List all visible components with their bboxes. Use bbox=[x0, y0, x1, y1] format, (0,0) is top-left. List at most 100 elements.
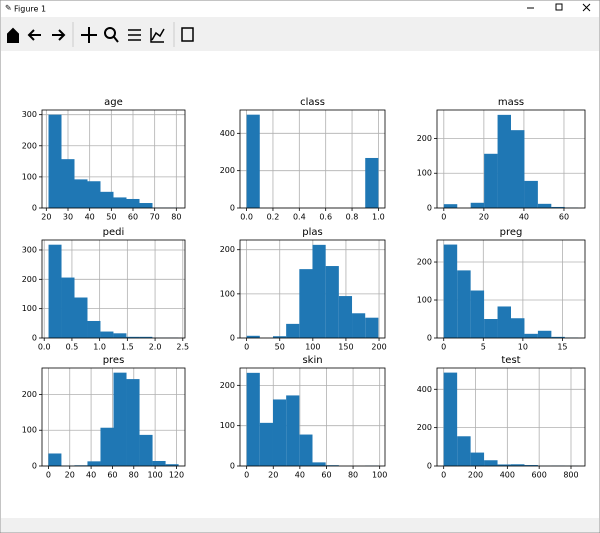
x-tick-label: 0.2 bbox=[267, 213, 280, 222]
configure-button[interactable] bbox=[128, 29, 141, 41]
x-tick-label: 0.0 bbox=[38, 343, 51, 352]
x-tick-label: 70 bbox=[150, 213, 160, 222]
axes-frame bbox=[436, 109, 586, 209]
x-tick-label: 80 bbox=[129, 471, 139, 480]
x-tick-label: 0.8 bbox=[346, 213, 359, 222]
bar bbox=[139, 203, 153, 208]
bar bbox=[312, 244, 326, 338]
axes-frame bbox=[436, 367, 586, 467]
save-button[interactable] bbox=[181, 27, 194, 42]
bar bbox=[511, 130, 525, 208]
chart-title: mass bbox=[498, 97, 524, 108]
bar bbox=[259, 422, 273, 466]
bar bbox=[113, 333, 127, 338]
bar bbox=[113, 372, 127, 466]
x-tick-label: 120 bbox=[169, 471, 184, 480]
y-tick-label: 0 bbox=[32, 204, 37, 213]
zoom-button[interactable] bbox=[104, 27, 116, 39]
bar bbox=[470, 290, 485, 338]
axes-frame bbox=[41, 367, 186, 467]
bar bbox=[139, 434, 153, 466]
y-tick-label: 400 bbox=[417, 385, 432, 394]
chart-title: age bbox=[104, 97, 123, 108]
bar bbox=[443, 244, 458, 338]
x-tick-label: 0 bbox=[244, 471, 249, 480]
y-tick-label: 200 bbox=[220, 245, 235, 254]
close[interactable] bbox=[582, 3, 591, 12]
x-tick-label: 80 bbox=[171, 213, 181, 222]
pan-button[interactable] bbox=[81, 27, 97, 43]
app-icon: ✎ bbox=[5, 4, 12, 13]
x-tick-label: 10 bbox=[518, 343, 528, 352]
maximize[interactable] bbox=[555, 3, 563, 11]
chart-title: pedi bbox=[103, 227, 125, 238]
bar bbox=[87, 461, 101, 466]
chart-title: class bbox=[300, 97, 325, 108]
y-tick-label: 400 bbox=[220, 129, 235, 138]
x-tick-label: 60 bbox=[321, 471, 331, 480]
x-tick-label: 0 bbox=[441, 471, 446, 480]
zoom-handle bbox=[113, 36, 119, 43]
bar bbox=[524, 180, 538, 208]
bar bbox=[299, 434, 313, 466]
axes-button[interactable] bbox=[150, 28, 165, 43]
bar bbox=[139, 336, 153, 338]
y-tick-label: 200 bbox=[220, 166, 235, 175]
x-tick-label: 20 bbox=[41, 213, 51, 222]
bar bbox=[246, 114, 260, 208]
axes-frame bbox=[41, 109, 186, 209]
back-button[interactable] bbox=[27, 29, 41, 41]
x-tick-label: 5 bbox=[481, 343, 486, 352]
x-tick-label: 2.0 bbox=[149, 343, 162, 352]
bar bbox=[443, 204, 458, 208]
x-tick-label: 0 bbox=[244, 343, 249, 352]
bar bbox=[511, 464, 525, 466]
x-tick-label: 50 bbox=[275, 343, 285, 352]
chart-title: test bbox=[501, 355, 520, 366]
bar bbox=[61, 277, 75, 338]
x-tick-label: 60 bbox=[107, 471, 117, 480]
axes-frame bbox=[239, 109, 386, 209]
bar bbox=[87, 320, 101, 338]
y-tick-label: 200 bbox=[22, 141, 37, 150]
x-tick-label: 60 bbox=[128, 213, 138, 222]
bar bbox=[470, 202, 485, 208]
bar bbox=[497, 464, 511, 466]
forward-button[interactable] bbox=[52, 29, 66, 41]
home-button[interactable] bbox=[7, 27, 19, 43]
x-tick-label: 20 bbox=[268, 471, 278, 480]
x-tick-label: 0.6 bbox=[319, 213, 332, 222]
bar bbox=[246, 335, 260, 338]
x-tick-label: 30 bbox=[63, 213, 73, 222]
y-tick-label: 200 bbox=[417, 134, 432, 143]
y-tick-label: 0 bbox=[230, 334, 235, 343]
x-tick-label: 100 bbox=[305, 343, 320, 352]
y-tick-label: 100 bbox=[417, 169, 432, 178]
bar bbox=[74, 297, 88, 338]
x-tick-label: 100 bbox=[372, 471, 387, 480]
y-tick-label: 200 bbox=[22, 275, 37, 284]
y-tick-label: 200 bbox=[22, 390, 37, 399]
y-tick-label: 300 bbox=[22, 110, 37, 119]
y-tick-label: 0 bbox=[427, 334, 432, 343]
bar bbox=[484, 319, 498, 338]
y-tick-label: 200 bbox=[220, 381, 235, 390]
window-title: Figure 1 bbox=[14, 5, 46, 14]
bar bbox=[524, 333, 538, 338]
title-bar bbox=[0, 0, 600, 17]
bar bbox=[246, 372, 260, 466]
x-tick-label: 80 bbox=[348, 471, 358, 480]
x-tick-label: 150 bbox=[338, 343, 353, 352]
x-tick-label: 600 bbox=[532, 471, 547, 480]
y-tick-label: 200 bbox=[417, 258, 432, 267]
bar bbox=[365, 317, 379, 338]
bar bbox=[537, 203, 552, 208]
bar bbox=[126, 379, 140, 466]
y-tick-label: 300 bbox=[22, 245, 37, 254]
bar bbox=[100, 427, 114, 466]
axes-frame bbox=[239, 367, 386, 467]
x-tick-label: 800 bbox=[563, 471, 578, 480]
y-tick-label: 100 bbox=[220, 421, 235, 430]
x-tick-label: 1.0 bbox=[93, 343, 106, 352]
